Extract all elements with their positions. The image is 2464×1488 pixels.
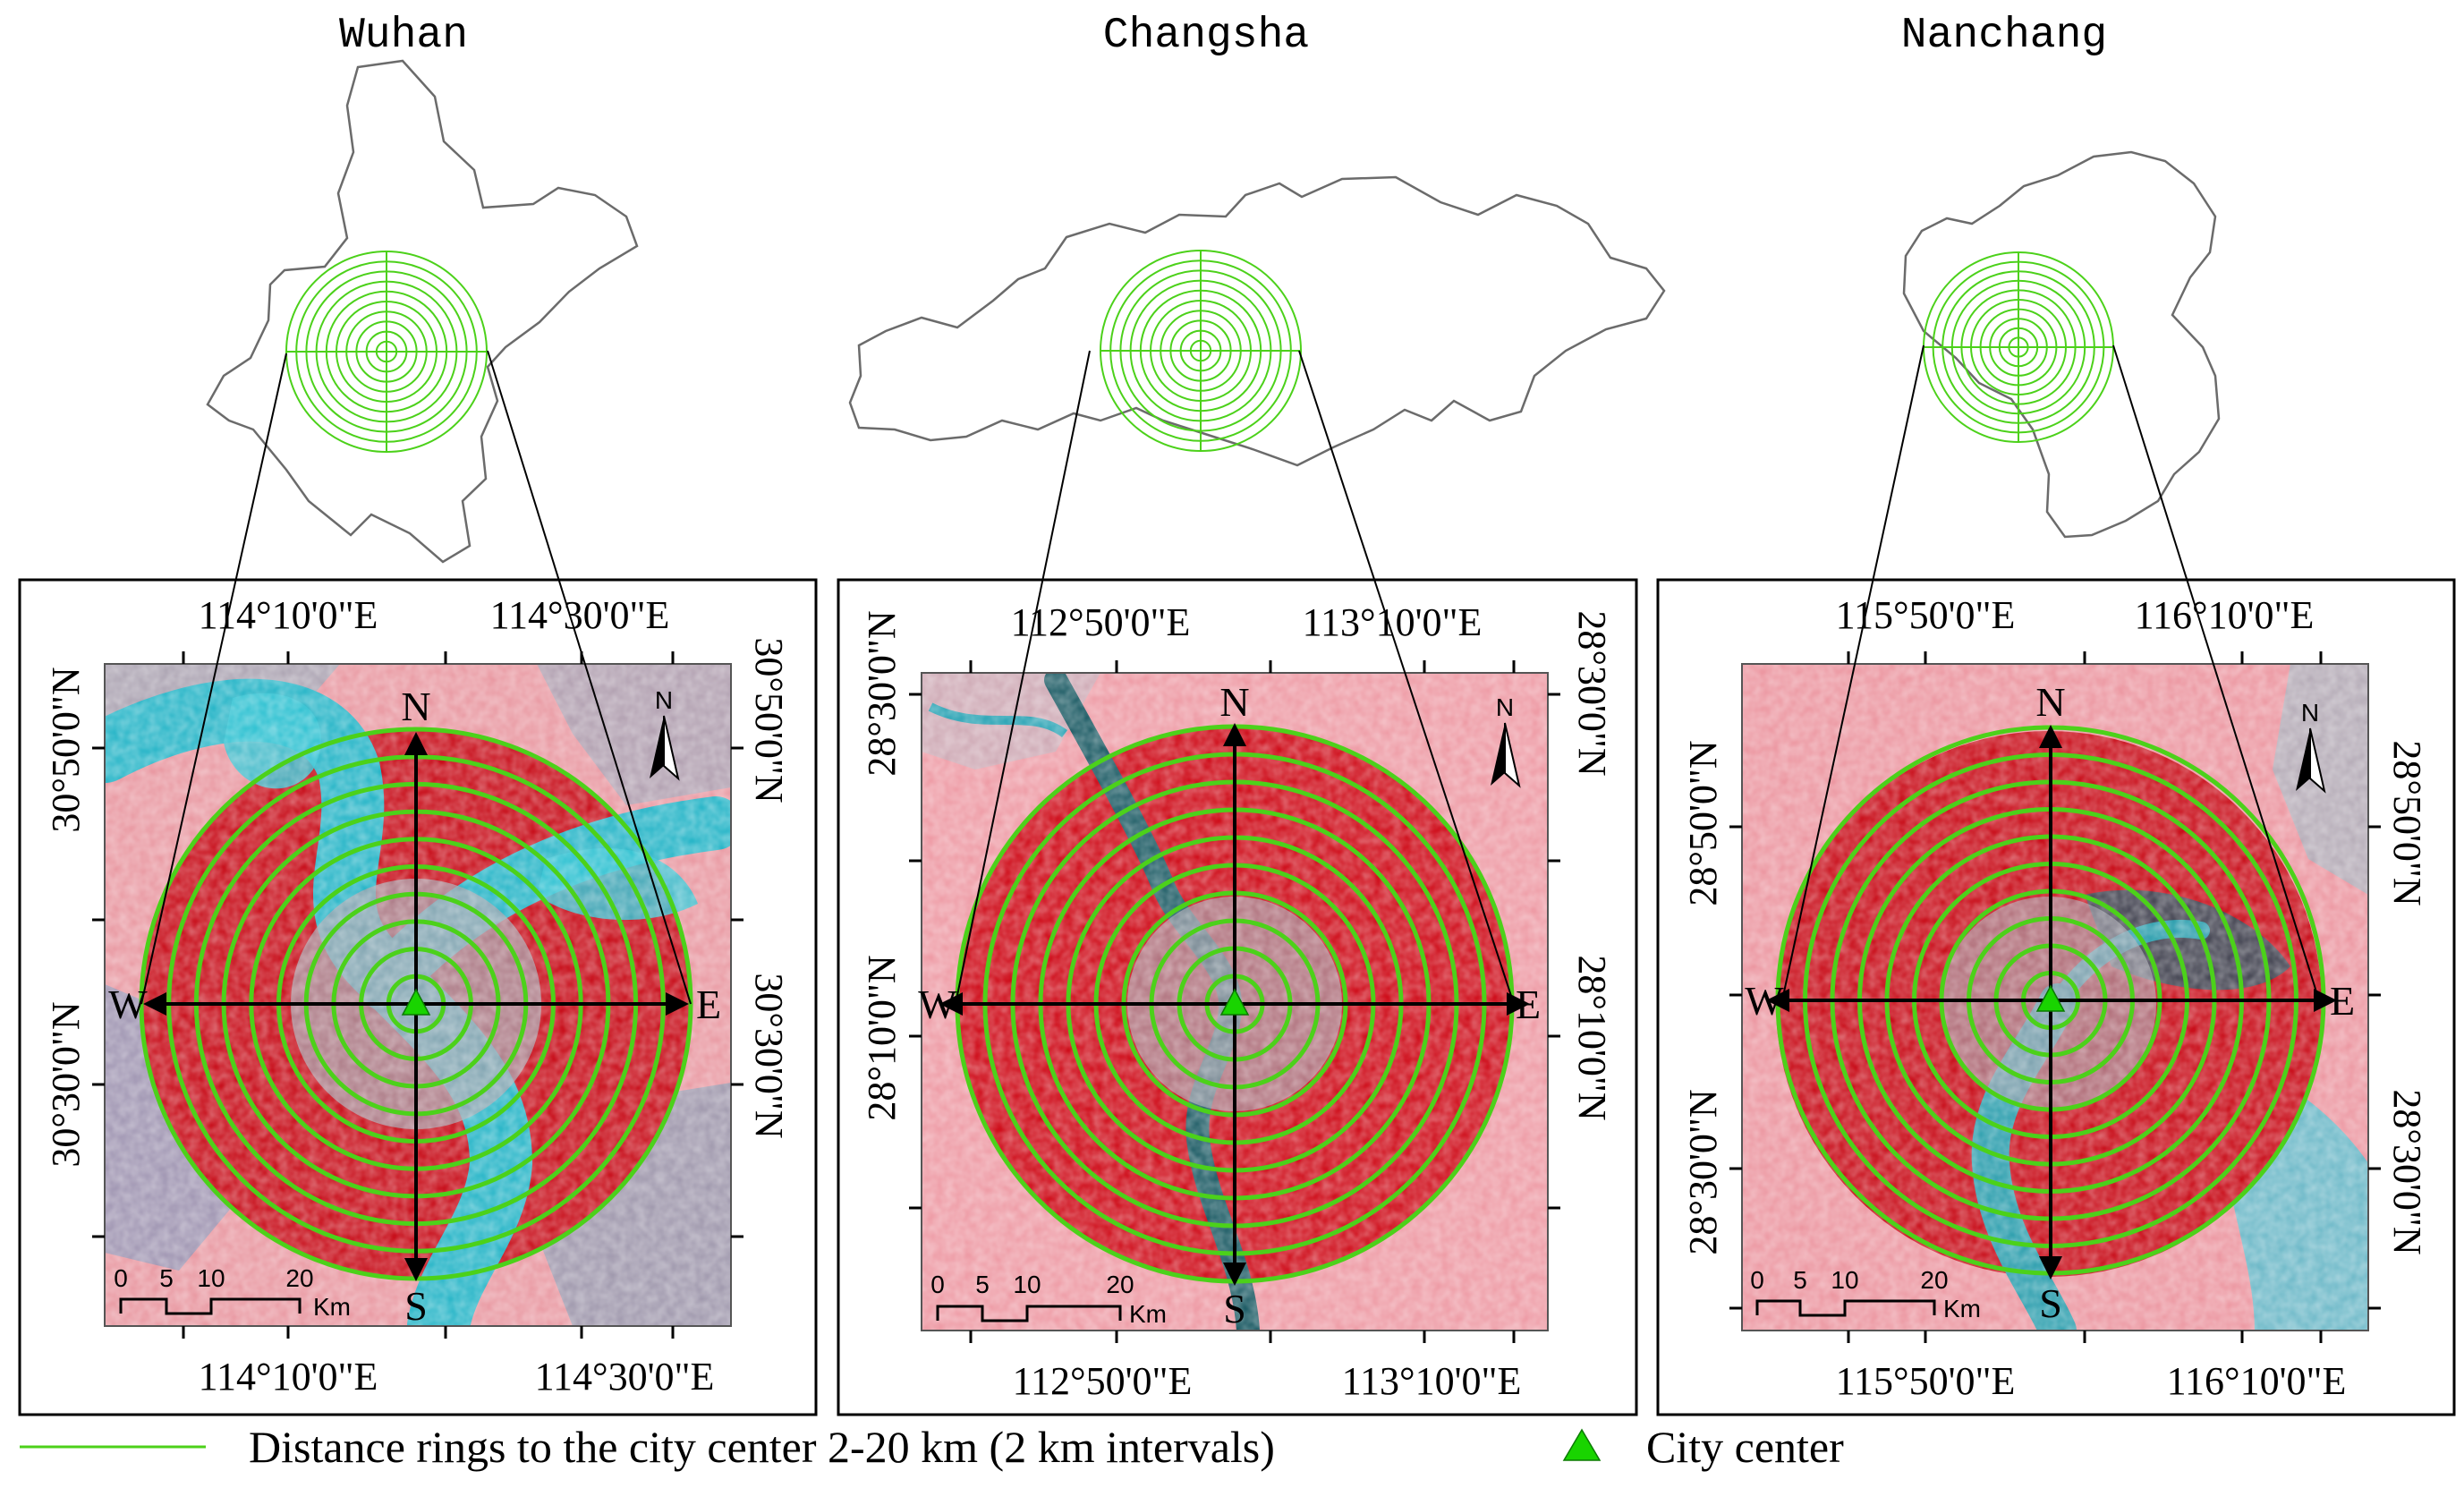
scale-tick-5: 5 bbox=[1793, 1266, 1807, 1294]
map-panel-changsha: 112°50'0"E 113°10'0"E 112°50'0"E 113°10'… bbox=[860, 600, 1614, 1403]
lat-label-left-2: 28°30'0"N bbox=[1681, 1089, 1725, 1254]
lat-label-left-2: 28°10'0"N bbox=[860, 955, 904, 1120]
boundary-outline-nanchang bbox=[1902, 150, 2221, 539]
mini-rings-changsha bbox=[1100, 250, 1302, 452]
scale-tick-0: 0 bbox=[930, 1271, 945, 1298]
scale-tick-20: 20 bbox=[1106, 1271, 1134, 1298]
boundary-outline-wuhan bbox=[206, 59, 639, 564]
direction-w: W bbox=[1745, 978, 1784, 1024]
scale-tick-10: 10 bbox=[197, 1264, 225, 1292]
map-panel-nanchang: 115°50'0"E 116°10'0"E 115°50'0"E 116°10'… bbox=[1681, 593, 2429, 1403]
scale-unit: Km bbox=[1129, 1300, 1167, 1328]
scale-tick-5: 5 bbox=[975, 1271, 990, 1298]
lon-label-bottom-1: 115°50'0"E bbox=[1836, 1359, 2016, 1403]
lat-label-right-2: 28°10'0"N bbox=[1570, 955, 1614, 1120]
lon-label-bottom-2: 113°10'0"E bbox=[1342, 1359, 1522, 1403]
scale-tick-20: 20 bbox=[285, 1264, 313, 1292]
direction-n: N bbox=[1219, 679, 1249, 725]
lat-label-left-1: 28°30'0"N bbox=[860, 610, 904, 776]
lon-label-top-2: 114°30'0"E bbox=[490, 593, 670, 637]
city-title-nanchang: Nanchang bbox=[1901, 12, 2107, 60]
legend-rings-label: Distance rings to the city center 2-20 k… bbox=[249, 1422, 1275, 1472]
scale-bar-wuhan: 0 5 10 20 Km bbox=[114, 1264, 351, 1321]
city-title-changsha: Changsha bbox=[1103, 12, 1309, 60]
lat-label-right-2: 30°30'0"N bbox=[747, 973, 791, 1138]
north-arrow-label: N bbox=[1496, 693, 1514, 721]
direction-n: N bbox=[2035, 679, 2065, 725]
lat-label-right-1: 28°50'0"N bbox=[2385, 740, 2429, 906]
scale-unit: Km bbox=[313, 1293, 351, 1321]
scale-tick-0: 0 bbox=[114, 1264, 128, 1292]
direction-s: S bbox=[1223, 1286, 1246, 1331]
legend-center-swatch bbox=[1562, 1428, 1602, 1461]
lon-label-bottom-1: 114°10'0"E bbox=[199, 1355, 378, 1399]
coordinate-ticks-wuhan bbox=[92, 651, 743, 1339]
direction-w: W bbox=[918, 982, 957, 1027]
direction-e: E bbox=[2330, 978, 2355, 1024]
legend-center-label: City center bbox=[1646, 1422, 1844, 1472]
scale-unit: Km bbox=[1943, 1295, 1981, 1322]
city-center-marker-changsha bbox=[1219, 988, 1250, 1016]
panel-frame-wuhan bbox=[18, 578, 818, 1416]
city-title-wuhan: Wuhan bbox=[339, 12, 468, 60]
coordinate-ticks-changsha bbox=[909, 660, 1560, 1343]
north-arrow-label: N bbox=[2301, 699, 2319, 727]
lon-label-bottom-2: 116°10'0"E bbox=[2167, 1359, 2347, 1403]
north-arrow-changsha: N bbox=[1491, 693, 1521, 788]
zoom-connector-lines bbox=[140, 344, 2320, 1005]
lat-label-right-1: 30°50'0"N bbox=[747, 637, 791, 803]
lon-label-bottom-1: 112°50'0"E bbox=[1013, 1359, 1193, 1403]
north-arrow-label: N bbox=[655, 686, 673, 714]
direction-n: N bbox=[401, 684, 430, 729]
lat-label-left-1: 28°50'0"N bbox=[1681, 740, 1725, 906]
scale-tick-10: 10 bbox=[1831, 1266, 1858, 1294]
north-arrow-wuhan: N bbox=[650, 686, 680, 781]
city-center-marker-wuhan bbox=[401, 988, 431, 1016]
direction-w: W bbox=[108, 982, 148, 1027]
direction-e: E bbox=[696, 982, 721, 1027]
lat-label-right-1: 28°30'0"N bbox=[1570, 610, 1614, 776]
coordinate-ticks-nanchang bbox=[1729, 651, 2381, 1343]
lat-label-left-1: 30°50'0"N bbox=[44, 667, 88, 832]
legend: Distance rings to the city center 2-20 k… bbox=[20, 1422, 1844, 1472]
boundary-outline-changsha bbox=[848, 175, 1666, 467]
scale-tick-0: 0 bbox=[1750, 1266, 1764, 1294]
panel-frame-changsha bbox=[837, 578, 1638, 1416]
direction-arrows-wuhan: N S W E bbox=[108, 684, 721, 1329]
panel-frame-nanchang bbox=[1656, 578, 2456, 1416]
direction-s: S bbox=[2039, 1280, 2062, 1326]
lat-label-left-2: 30°30'0"N bbox=[44, 1001, 88, 1167]
lon-label-top-1: 112°50'0"E bbox=[1011, 600, 1191, 644]
scale-tick-5: 5 bbox=[159, 1264, 174, 1292]
lon-label-bottom-2: 114°30'0"E bbox=[535, 1355, 715, 1399]
city-center-marker-nanchang bbox=[2035, 984, 2066, 1012]
lon-label-top-2: 116°10'0"E bbox=[2135, 593, 2315, 637]
scale-bar-changsha: 0 5 10 20 Km bbox=[930, 1271, 1167, 1328]
scale-tick-10: 10 bbox=[1013, 1271, 1041, 1298]
lat-label-right-2: 28°30'0"N bbox=[2385, 1089, 2429, 1254]
lon-label-top-2: 113°10'0"E bbox=[1303, 600, 1483, 644]
map-panel-wuhan: 114°10'0"E 114°30'0"E 114°10'0"E 114°30'… bbox=[44, 593, 791, 1399]
direction-e: E bbox=[1516, 982, 1541, 1027]
mini-rings-wuhan bbox=[285, 251, 488, 453]
north-arrow-nanchang: N bbox=[2296, 699, 2326, 794]
mini-rings-nanchang bbox=[1923, 251, 2114, 443]
scale-tick-20: 20 bbox=[1920, 1266, 1948, 1294]
scale-bar-nanchang: 0 5 10 20 Km bbox=[1750, 1266, 1981, 1322]
direction-s: S bbox=[404, 1283, 428, 1329]
